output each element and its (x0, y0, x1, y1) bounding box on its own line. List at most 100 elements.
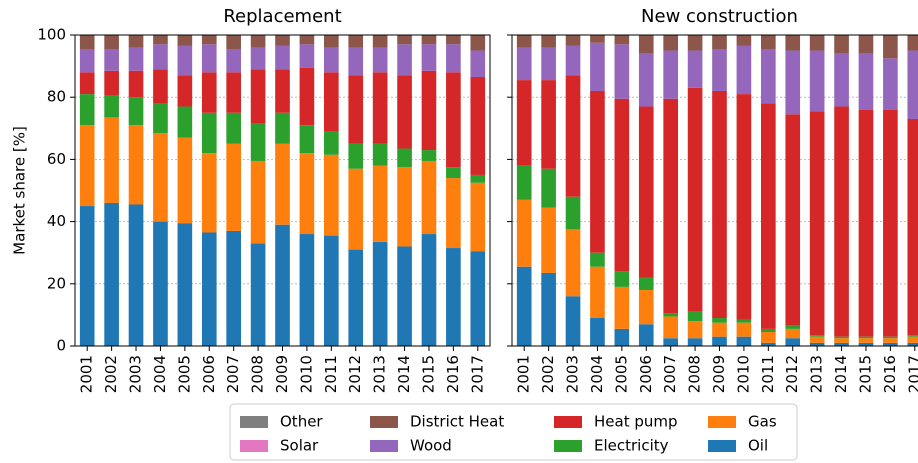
x-tick-label: 2016 (881, 355, 899, 393)
bar-segment (177, 35, 193, 46)
bar-segment (590, 266, 605, 319)
bar-segment (907, 118, 918, 336)
bar-segment (809, 335, 825, 337)
x-tick-label: 2005 (612, 355, 630, 393)
bar-segment (541, 207, 556, 273)
bar-segment (907, 50, 918, 119)
bar-segment (201, 153, 217, 233)
bar-segment (128, 70, 144, 98)
bar-segment (201, 112, 217, 154)
bar-segment (397, 246, 412, 346)
bar-segment (638, 106, 654, 278)
bar-segment (372, 72, 388, 144)
bar-segment (446, 44, 461, 73)
bar-segment (516, 199, 532, 267)
bar-segment (907, 342, 918, 346)
bar-segment (834, 338, 849, 343)
bar-segment (446, 167, 461, 179)
x-tick-label: 2009 (273, 355, 291, 393)
bar-segment (785, 325, 801, 329)
chart-title: Replacement (223, 6, 341, 27)
bar-segment (177, 75, 193, 107)
x-tick-label: 2004 (151, 355, 169, 393)
bar-segment (712, 322, 727, 337)
bar-segment (324, 47, 339, 73)
bar-segment (834, 336, 849, 339)
bar-segment (226, 230, 241, 346)
bar-segment (275, 143, 290, 225)
bar-segment (858, 53, 874, 110)
bar-segment (324, 131, 339, 155)
bar-segment (663, 313, 678, 317)
x-tick-label: 2005 (175, 355, 193, 393)
bar-segment (565, 45, 581, 76)
bar-segment (565, 229, 581, 297)
x-tick-label: 2002 (102, 355, 120, 393)
bar-segment (883, 336, 898, 339)
bar-segment (858, 336, 874, 339)
bar-segment (201, 72, 217, 113)
bar-segment (590, 318, 605, 346)
bar-segment (446, 72, 461, 168)
bar-segment (153, 132, 168, 222)
x-tick-label: 2003 (564, 355, 582, 393)
legend-label: Electricity (594, 437, 669, 455)
x-tick-label: 2010 (297, 355, 315, 393)
bar-segment (883, 35, 898, 59)
bar-segment (638, 277, 654, 291)
x-tick-label: 2001 (515, 355, 533, 393)
bar-segment (590, 35, 605, 43)
bar-segment (834, 106, 849, 337)
bar-segment (638, 53, 654, 107)
bar-segment (275, 112, 290, 144)
bar-segment (177, 223, 193, 346)
bar-segment (687, 35, 703, 51)
bar-segment (275, 35, 290, 46)
bar-segment (761, 332, 776, 343)
bar-segment (470, 182, 486, 252)
bar-segment (153, 221, 168, 346)
bar-segment (590, 90, 605, 253)
bar-segment (736, 35, 752, 46)
x-tick-label: 2006 (200, 355, 218, 393)
x-tick-label: 2012 (346, 355, 364, 393)
x-tick-label: 2014 (832, 355, 850, 393)
bar-segment (883, 109, 898, 337)
y-tick-label: 60 (47, 150, 66, 168)
bar-segment (104, 95, 119, 118)
bar-segment (470, 251, 486, 346)
bar-segment (348, 47, 364, 76)
bar-segment (177, 106, 193, 138)
bar-segment (614, 44, 630, 99)
bar-segment (883, 338, 898, 343)
bar-segment (128, 204, 144, 346)
y-tick-label: 40 (47, 212, 66, 230)
bar-segment (809, 35, 825, 51)
bar-segment (565, 196, 581, 230)
plot-frame (74, 34, 491, 347)
bar-segment (687, 338, 703, 346)
bar-segment (470, 76, 486, 175)
bar-segment (348, 168, 364, 250)
x-tick-label: 2015 (856, 355, 874, 393)
legend-swatch (240, 440, 268, 452)
bar-segment (541, 35, 556, 48)
bar-segment (104, 35, 119, 49)
x-tick-label: 2008 (686, 355, 704, 393)
bar-segment (712, 336, 727, 346)
bar-segment (446, 178, 461, 249)
bar-segment (250, 47, 266, 70)
bar-segment (785, 50, 801, 115)
y-tick-label: 100 (37, 26, 66, 44)
bar-segment (348, 143, 364, 169)
bar-segment (858, 35, 874, 54)
bar-segment (397, 44, 412, 76)
legend-label: Oil (748, 437, 768, 455)
bar-segment (809, 111, 825, 336)
bar-segment (736, 336, 752, 346)
bar-segment (372, 35, 388, 48)
bar-segment (104, 48, 119, 71)
bar-segment (299, 35, 315, 45)
bar-segment (372, 241, 388, 346)
bar-segment (663, 35, 678, 51)
